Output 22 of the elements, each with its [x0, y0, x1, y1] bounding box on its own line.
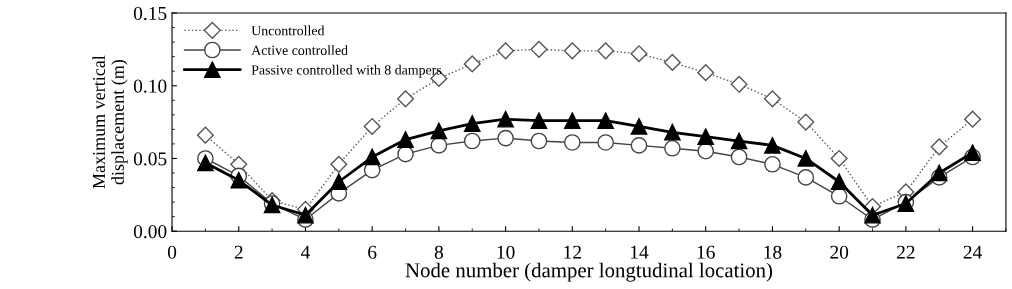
legend-label: Uncontrolled	[251, 25, 325, 36]
x-tick-label: 6	[368, 245, 377, 259]
x-tick-label: 8	[434, 245, 443, 259]
x-tick-label: 0	[167, 245, 177, 259]
x-tick-label: 4	[300, 245, 311, 259]
x-tick-label: 22	[896, 245, 915, 259]
y-tick-label: 0.15	[133, 6, 167, 21]
legend-label: Passive controlled with 8 dampers	[251, 64, 442, 78]
x-tick-label: 2	[234, 245, 243, 259]
x-tick-label: 18	[764, 245, 782, 259]
x-tick-label: 12	[564, 245, 581, 259]
legend-label: Active controlled	[251, 45, 348, 55]
y-tick-label: 0.10	[133, 79, 167, 93]
x-tick-label: 24	[963, 245, 982, 259]
x-axis-title: Node number (damper longtudinal location)	[405, 262, 773, 282]
x-tick-label: 14	[631, 245, 649, 259]
y-axis-title: Maximum vertical displacement (m)	[92, 55, 128, 189]
x-tick-label: 20	[830, 245, 849, 259]
x-tick-label: 10	[497, 245, 515, 259]
x-tick-label: 16	[697, 245, 715, 259]
y-tick-label: 0.05	[133, 152, 167, 166]
y-tick-label: 0.00	[133, 225, 167, 239]
